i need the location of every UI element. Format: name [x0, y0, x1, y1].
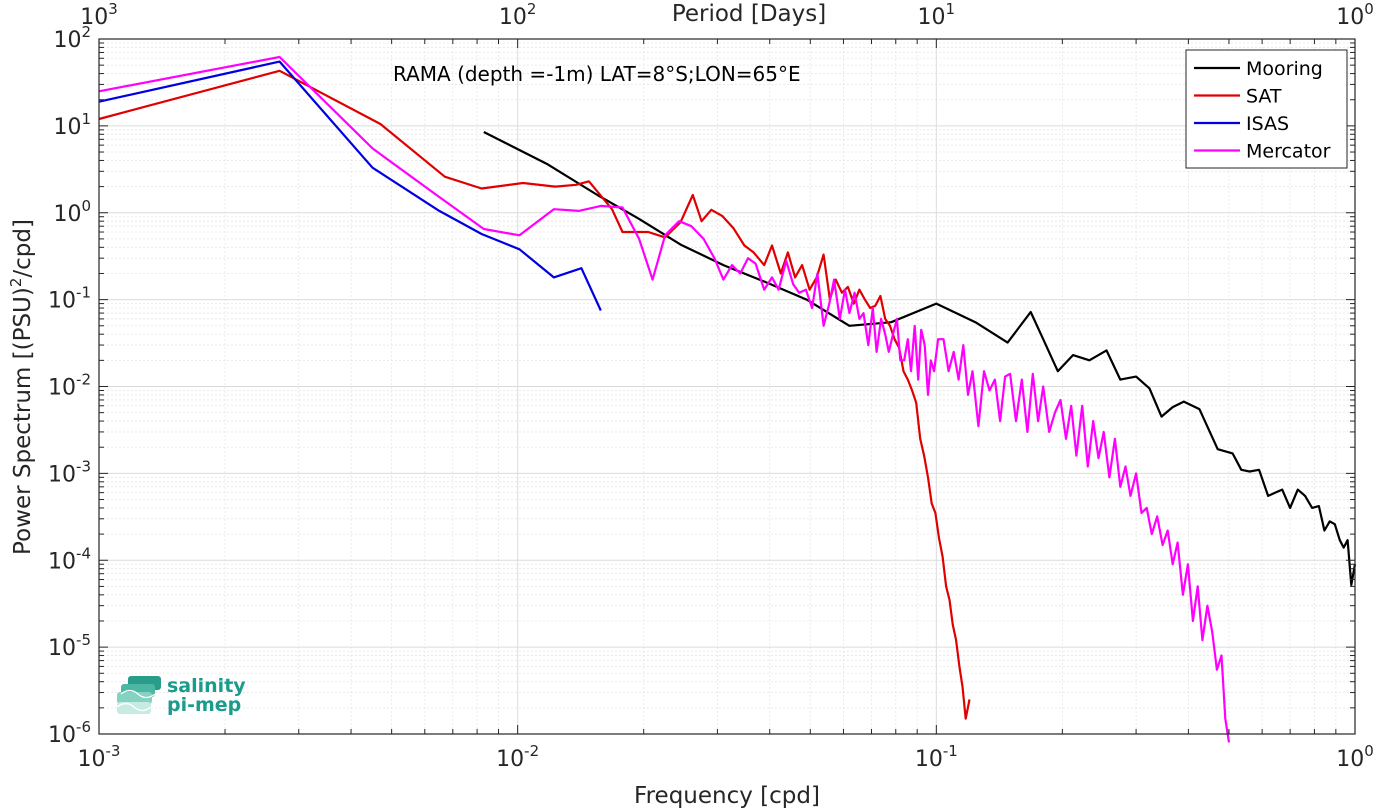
y-tick-label-exponent: -4 — [76, 544, 91, 562]
x-tick-label: 10-2 — [496, 742, 539, 772]
top-tick-label: 101 — [918, 0, 956, 30]
logo-text-pi-mep: pi-mep — [167, 694, 241, 716]
top-axis-title: Period [Days] — [672, 1, 826, 27]
top-tick-label-base: 10 — [499, 5, 527, 30]
y-axis-title: Power Spectrum [(PSU)2/cpd] — [7, 219, 36, 555]
top-tick-label: 100 — [1336, 0, 1374, 30]
logo-text-salinity: salinity — [167, 675, 246, 697]
y-tick-label-base: 10 — [53, 28, 81, 53]
x-tick-label-exponent: -3 — [106, 742, 121, 760]
legend-label-mercator: Mercator — [1246, 141, 1331, 163]
top-tick-label-exponent: 1 — [946, 0, 956, 18]
legend-label-sat: SAT — [1246, 86, 1282, 108]
x-tick-label-exponent: 0 — [1364, 742, 1374, 760]
x-tick-label-base: 10 — [78, 747, 106, 772]
y-tick-label-base: 10 — [48, 376, 76, 401]
x-tick-labels: 10-3 10-2 10-1 100 — [78, 742, 1374, 772]
top-tick-label-base: 10 — [1336, 5, 1364, 30]
y-tick-label-base: 10 — [53, 202, 81, 227]
y-tick-label-base: 10 — [48, 289, 76, 314]
y-tick-label: 102 — [53, 23, 91, 53]
y-tick-label-exponent: -6 — [76, 718, 91, 736]
top-tick-labels: 103 102 101 100 — [80, 0, 1374, 30]
y-axis-title-base: Power Spectrum [(PSU) — [10, 287, 36, 555]
top-tick-label-exponent: 3 — [108, 0, 118, 18]
x-axis-title: Frequency [cpd] — [634, 783, 820, 809]
top-tick-label: 103 — [80, 0, 118, 30]
y-tick-label: 100 — [53, 197, 91, 227]
logo-icon — [116, 676, 161, 714]
x-tick-label-base: 10 — [496, 747, 524, 772]
legend-label-mooring: Mooring — [1246, 58, 1323, 80]
legend-box — [1185, 49, 1348, 169]
x-tick-label-base: 10 — [915, 747, 943, 772]
series-line-mooring — [483, 131, 1357, 587]
x-tick-label-base: 10 — [1336, 747, 1364, 772]
x-tick-label: 100 — [1336, 742, 1374, 772]
y-tick-label-exponent: -3 — [76, 457, 91, 475]
y-tick-label-exponent: -2 — [76, 371, 91, 389]
y-tick-label: 10-4 — [48, 544, 91, 574]
y-tick-label: 10-3 — [48, 457, 91, 487]
y-tick-label: 10-2 — [48, 371, 91, 401]
top-tick-label-exponent: 2 — [527, 0, 537, 18]
series-layer — [98, 55, 1357, 743]
y-tick-label-exponent: -1 — [76, 284, 91, 302]
legend: Mooring SAT ISAS Mercator — [1185, 49, 1348, 169]
salinity-pi-mep-logo: salinity pi-mep — [116, 675, 246, 716]
y-tick-label-exponent: -5 — [76, 631, 91, 649]
x-tick-label-exponent: -1 — [943, 742, 958, 760]
top-tick-label-base: 10 — [80, 5, 108, 30]
series-line-mercator — [98, 55, 1231, 743]
y-axis-title-tail: /cpd] — [10, 219, 36, 278]
top-tick-label: 102 — [499, 0, 537, 30]
y-tick-label: 10-5 — [48, 631, 91, 661]
top-tick-label-base: 10 — [918, 5, 946, 30]
y-tick-label-base: 10 — [48, 462, 76, 487]
x-tick-label: 10-3 — [78, 742, 121, 772]
y-tick-label: 10-6 — [48, 718, 91, 748]
legend-label-isas: ISAS — [1246, 113, 1289, 135]
y-tick-label-base: 10 — [48, 636, 76, 661]
y-tick-label-exponent: 2 — [81, 23, 91, 41]
top-tick-label-exponent: 0 — [1364, 0, 1374, 18]
y-tick-label-base: 10 — [48, 549, 76, 574]
series-line-sat — [98, 69, 971, 720]
minor-grid — [99, 39, 1355, 734]
chart-annotation: RAMA (depth =-1m) LAT=8°S;LON=65°E — [393, 62, 801, 86]
series-line-isas — [98, 60, 602, 311]
y-tick-label-exponent: 1 — [81, 110, 91, 128]
y-tick-label-exponent: 0 — [81, 197, 91, 215]
y-tick-label: 101 — [53, 110, 91, 140]
x-tick-label-exponent: -2 — [524, 742, 539, 760]
y-tick-label-base: 10 — [48, 723, 76, 748]
y-axis-title-superscript: 2 — [7, 278, 25, 288]
x-tick-label: 10-1 — [915, 742, 958, 772]
y-tick-label-base: 10 — [53, 115, 81, 140]
y-tick-label: 10-1 — [48, 284, 91, 314]
